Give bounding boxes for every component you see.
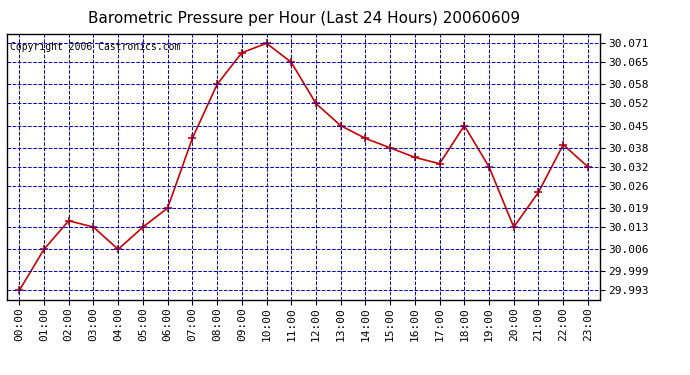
Text: Barometric Pressure per Hour (Last 24 Hours) 20060609: Barometric Pressure per Hour (Last 24 Ho… xyxy=(88,11,520,26)
Text: Copyright 2006 Castronics.com: Copyright 2006 Castronics.com xyxy=(10,42,180,52)
